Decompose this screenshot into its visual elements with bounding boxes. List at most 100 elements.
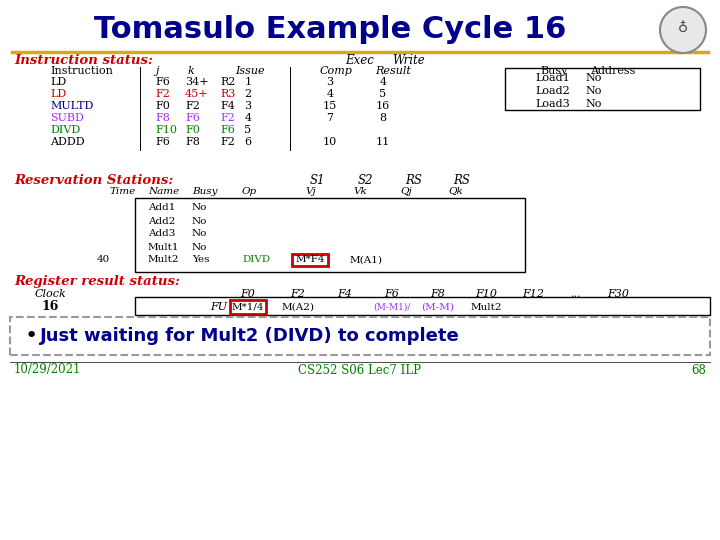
Text: No: No — [192, 217, 207, 226]
Text: No: No — [585, 73, 601, 83]
Text: Add2: Add2 — [148, 217, 176, 226]
Text: F2: F2 — [155, 89, 170, 99]
Text: Comp: Comp — [320, 66, 353, 76]
Text: Qj: Qj — [400, 186, 412, 195]
Text: Add1: Add1 — [148, 204, 176, 213]
Text: Register result status:: Register result status: — [14, 275, 180, 288]
Text: 3: 3 — [244, 101, 251, 111]
Text: Vj: Vj — [305, 186, 316, 195]
Text: Mult2: Mult2 — [470, 302, 502, 312]
Text: 10/29/2021: 10/29/2021 — [14, 363, 81, 376]
Text: Instruction status:: Instruction status: — [14, 53, 153, 66]
Text: R2: R2 — [220, 77, 235, 87]
Text: 16: 16 — [41, 300, 59, 314]
Text: F8: F8 — [155, 113, 170, 123]
Text: Time: Time — [110, 186, 136, 195]
Text: F8: F8 — [431, 289, 446, 299]
Text: F0: F0 — [185, 125, 200, 135]
Text: No: No — [192, 204, 207, 213]
Text: (M-M1)/: (M-M1)/ — [373, 302, 410, 312]
Text: Instruction: Instruction — [50, 66, 113, 76]
Text: Tomasulo Example Cycle 16: Tomasulo Example Cycle 16 — [94, 16, 566, 44]
Text: F0: F0 — [240, 289, 256, 299]
Text: 45+: 45+ — [185, 89, 209, 99]
Text: 2: 2 — [244, 89, 251, 99]
Text: Issue: Issue — [235, 66, 265, 76]
Text: F4: F4 — [338, 289, 352, 299]
Text: Mult1: Mult1 — [148, 242, 179, 252]
Text: 7: 7 — [326, 113, 333, 123]
Text: (M-M): (M-M) — [421, 302, 454, 312]
Text: 4: 4 — [379, 77, 387, 87]
Text: Op: Op — [242, 186, 257, 195]
Text: F2: F2 — [220, 137, 235, 147]
Text: 34+: 34+ — [185, 77, 209, 87]
Text: M(A2): M(A2) — [282, 302, 315, 312]
Text: SUBD: SUBD — [50, 113, 84, 123]
Text: DIVD: DIVD — [50, 125, 80, 135]
Text: Load3: Load3 — [535, 99, 570, 109]
Text: ADDD: ADDD — [50, 137, 85, 147]
Text: 3: 3 — [326, 77, 333, 87]
Text: R3: R3 — [220, 89, 235, 99]
Text: F6: F6 — [155, 137, 170, 147]
Text: Write: Write — [392, 53, 425, 66]
Text: 6: 6 — [244, 137, 251, 147]
Text: 11: 11 — [376, 137, 390, 147]
Text: RS: RS — [453, 173, 470, 186]
Text: CS252 S06 Lec7 ILP: CS252 S06 Lec7 ILP — [299, 363, 421, 376]
Text: Mult2: Mult2 — [148, 255, 179, 265]
Text: F10: F10 — [155, 125, 177, 135]
Text: Busy: Busy — [540, 66, 567, 76]
Text: 5: 5 — [379, 89, 387, 99]
Text: F6: F6 — [220, 125, 235, 135]
Text: M(A1): M(A1) — [350, 255, 383, 265]
Text: F6: F6 — [185, 113, 200, 123]
Text: F30: F30 — [607, 289, 629, 299]
Bar — [135, 198, 525, 272]
Text: Load2: Load2 — [535, 86, 570, 96]
Text: MULTD: MULTD — [50, 101, 94, 111]
Text: F6: F6 — [384, 289, 400, 299]
Text: 4: 4 — [326, 89, 333, 99]
Text: RS: RS — [405, 173, 422, 186]
Text: Busy: Busy — [192, 186, 217, 195]
Text: F4: F4 — [220, 101, 235, 111]
Text: ♁: ♁ — [678, 21, 688, 35]
Text: No: No — [585, 86, 601, 96]
Text: Clock: Clock — [34, 289, 66, 299]
Text: Exec: Exec — [345, 53, 374, 66]
Text: No: No — [192, 230, 207, 239]
Text: M*1/4: M*1/4 — [232, 302, 264, 312]
Bar — [230, 300, 266, 314]
Text: F2: F2 — [291, 289, 305, 299]
Text: F8: F8 — [185, 137, 200, 147]
Text: Name: Name — [148, 186, 179, 195]
Text: Vk: Vk — [353, 186, 366, 195]
Text: 8: 8 — [379, 113, 387, 123]
Text: F6: F6 — [155, 77, 170, 87]
Text: Yes: Yes — [192, 255, 210, 265]
Text: 10: 10 — [323, 137, 337, 147]
Text: F12: F12 — [522, 289, 544, 299]
Text: S2: S2 — [358, 173, 374, 186]
Text: j: j — [155, 66, 158, 76]
Text: S1: S1 — [310, 173, 325, 186]
Text: k: k — [188, 66, 194, 76]
Circle shape — [660, 7, 706, 53]
Text: Result: Result — [375, 66, 411, 76]
Bar — [292, 254, 328, 266]
Text: F10: F10 — [475, 289, 497, 299]
Text: ...: ... — [570, 289, 580, 299]
Text: DIVD: DIVD — [242, 255, 270, 265]
Text: Address: Address — [590, 66, 635, 76]
Text: 68: 68 — [691, 363, 706, 376]
Text: No: No — [192, 242, 207, 252]
Text: 15: 15 — [323, 101, 337, 111]
Text: LD: LD — [50, 89, 66, 99]
Text: 16: 16 — [376, 101, 390, 111]
Text: F0: F0 — [155, 101, 170, 111]
Bar — [505, 68, 700, 110]
Text: F2: F2 — [220, 113, 235, 123]
Text: LD: LD — [50, 77, 66, 87]
